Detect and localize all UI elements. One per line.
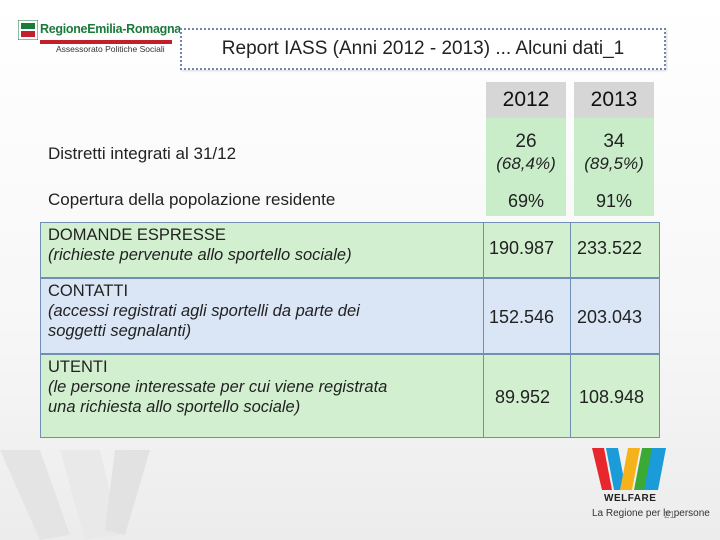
column-divider-2013 [570, 222, 571, 438]
year-header-2012: 2012 [486, 82, 566, 118]
value-copertura-2013: 91% [595, 190, 633, 211]
row-head-utenti: UTENTI [48, 358, 108, 376]
page-number: 21 [664, 510, 676, 521]
cell-distretti-2012: 26 (68,4%) [486, 118, 566, 186]
welfare-logo-icon [592, 448, 666, 490]
row-sub2-utenti: una richiesta allo sportello sociale) [48, 398, 301, 416]
value-utenti-2013: 108.948 [579, 387, 645, 407]
column-divider-2012 [483, 222, 484, 438]
organization-name: RegioneEmilia-Romagna [40, 22, 181, 36]
value-distretti-2013: 34 [603, 130, 625, 152]
cell-distretti-2013: 34 (89,5%) [574, 118, 654, 186]
value-contatti-2013: 203.043 [577, 307, 643, 327]
watermark-w-icon [0, 450, 150, 540]
row-sub1-contatti: (accessi registrati agli sportelli da pa… [48, 302, 360, 320]
percent-distretti-2013: (89,5%) [584, 154, 644, 174]
value-contatti-2012: 152.546 [489, 307, 555, 327]
cell-copertura-2012: 69% [486, 186, 566, 216]
regione-emblem-icon [18, 20, 38, 40]
year-header-2013: 2013 [574, 82, 654, 118]
row-text-utenti: UTENTI (le persone interessate per cui v… [48, 357, 387, 417]
percent-distretti-2012: (68,4%) [496, 154, 556, 174]
department-name: Assessorato Politiche Sociali [56, 44, 165, 54]
welfare-tagline: La Regione per le persone [592, 508, 710, 519]
value-distretti-2012: 26 [515, 130, 537, 152]
slide-title: Report IASS (Anni 2012 - 2013) ... Alcun… [180, 28, 666, 70]
welfare-label: WELFARE [604, 493, 657, 504]
row-contatti: CONTATTI (accessi registrati agli sporte… [40, 278, 660, 354]
row-sub1-utenti: (le persone interessate per cui viene re… [48, 378, 388, 396]
logo-bar [40, 40, 172, 44]
value-copertura-2012: 69% [507, 190, 545, 211]
cell-copertura-2013: 91% [574, 186, 654, 216]
row-text-domande: DOMANDE ESPRESSE (richieste pervenute al… [48, 225, 352, 265]
value-utenti-2012: 89.952 [495, 387, 551, 407]
row-label-copertura: Copertura della popolazione residente [48, 190, 336, 209]
row-head-contatti: CONTATTI [48, 282, 129, 300]
row-sub2-contatti: soggetti segnalanti) [48, 322, 192, 340]
row-label-distretti: Distretti integrati al 31/12 [48, 144, 237, 163]
regione-logo: RegioneEmilia-Romagna Assessorato Politi… [18, 16, 181, 60]
value-domande-2012: 190.987 [489, 238, 555, 258]
row-sub-domande: (richieste pervenute allo sportello soci… [48, 246, 352, 264]
row-utenti: UTENTI (le persone interessate per cui v… [40, 354, 660, 438]
value-domande-2013: 233.522 [577, 238, 643, 258]
row-head-domande: DOMANDE ESPRESSE [48, 226, 226, 244]
row-domande: DOMANDE ESPRESSE (richieste pervenute al… [40, 222, 660, 278]
row-text-contatti: CONTATTI (accessi registrati agli sporte… [48, 281, 360, 341]
